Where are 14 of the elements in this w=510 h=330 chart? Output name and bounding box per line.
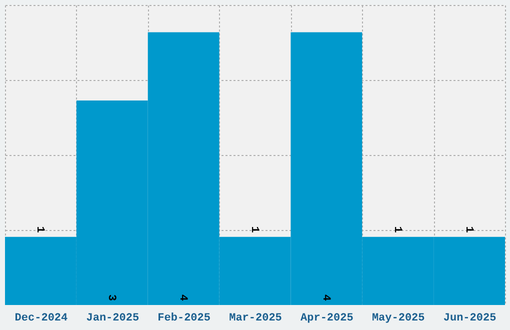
x-tick-label: Feb-2025: [158, 312, 211, 324]
x-tick-label: May-2025: [372, 312, 426, 324]
x-tick-label: Jan-2025: [86, 312, 140, 324]
data-label: 4: [319, 294, 332, 302]
data-label: 3: [105, 294, 118, 302]
data-label: 1: [462, 226, 474, 234]
x-tick-label: Jun-2025: [443, 312, 497, 324]
data-label: 4: [176, 294, 189, 302]
data-label: 1: [34, 226, 46, 234]
data-label: 1: [390, 226, 403, 234]
x-tick-label: Apr-2025: [300, 312, 354, 324]
x-tick-label: Dec-2024: [14, 312, 68, 324]
data-label: 1: [248, 226, 260, 234]
x-tick-label: Mar-2025: [229, 312, 282, 324]
